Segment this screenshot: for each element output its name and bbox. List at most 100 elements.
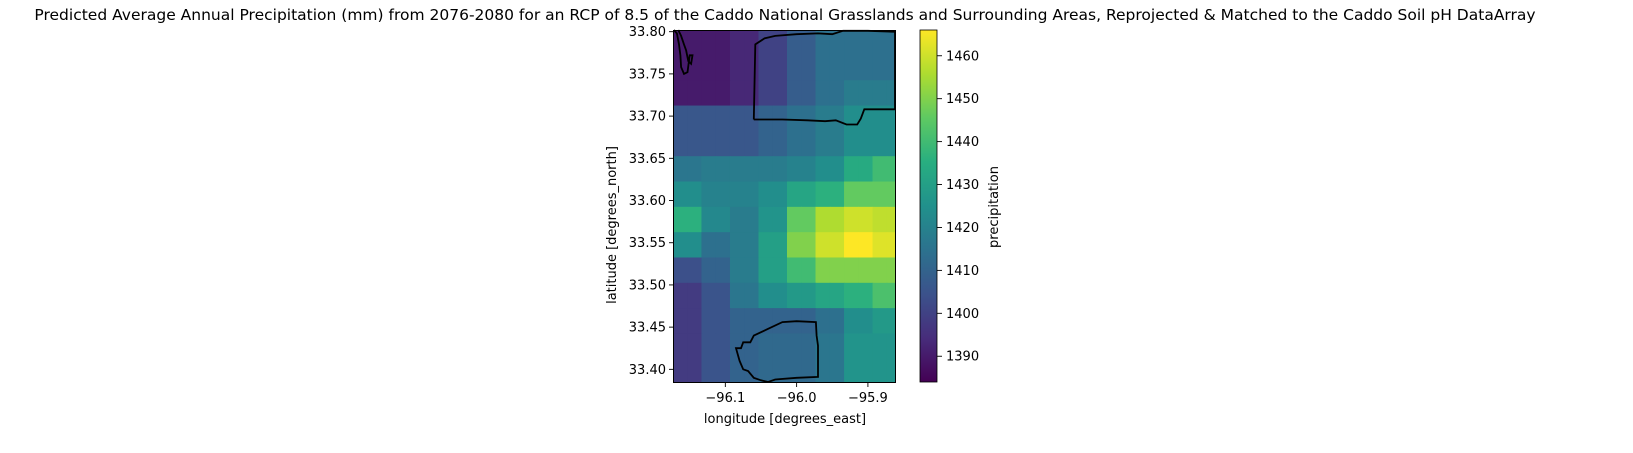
heatmap-cell <box>687 30 703 81</box>
heatmap-cell <box>715 308 731 335</box>
heatmap-cell <box>772 333 788 383</box>
heatmap-cell <box>886 282 896 309</box>
heatmap-cell <box>674 282 688 309</box>
heatmap-cell <box>844 181 859 208</box>
heatmap-cell <box>872 232 888 259</box>
heatmap-cell <box>858 206 874 233</box>
heatmap-cell <box>687 105 703 157</box>
heatmap-cell <box>701 333 717 383</box>
boundary-south-unit <box>734 320 819 383</box>
heatmap-cell <box>815 105 831 157</box>
heatmap-cell <box>886 232 896 259</box>
heatmap-cell <box>687 181 703 208</box>
colorbar-tick-label: 1440 <box>946 135 979 150</box>
heatmap-cell <box>744 282 760 309</box>
heatmap-cell <box>687 282 703 309</box>
heatmap-cell <box>715 232 731 259</box>
y-tick-label: 33.70 <box>629 110 666 125</box>
y-tick-label: 33.55 <box>629 236 666 251</box>
heatmap-cell <box>829 333 845 383</box>
heatmap-cell <box>886 105 896 157</box>
heatmap-cell <box>886 206 896 233</box>
heatmap-cell <box>858 156 874 183</box>
y-axis-label: latitude [degrees_north] <box>605 146 620 304</box>
heatmap-cell <box>858 282 874 309</box>
heatmap-cell <box>801 232 817 259</box>
heatmap-cell <box>729 333 745 383</box>
heatmap-cell <box>815 156 831 183</box>
heatmap-cell <box>729 30 745 81</box>
y-tick-label: 33.65 <box>629 152 666 167</box>
heatmap-cell <box>886 156 896 183</box>
y-tick-label: 33.40 <box>629 363 666 378</box>
heatmap-cell <box>729 156 745 183</box>
heatmap-cell <box>872 156 888 183</box>
heatmap-cell <box>744 206 760 233</box>
heatmap-cell <box>715 156 731 183</box>
heatmap-cell <box>772 80 788 107</box>
heatmap-cell <box>829 80 845 107</box>
heatmap-cell <box>701 232 717 259</box>
heatmap-cell <box>886 30 896 81</box>
heatmap-cell <box>715 181 731 208</box>
heatmap-cell <box>815 257 831 284</box>
heatmap-cell <box>744 156 760 183</box>
heatmap-cell <box>729 282 745 309</box>
colorbar-label: precipitation <box>987 166 1002 248</box>
heatmap-cell <box>872 105 888 157</box>
heatmap-cell <box>844 105 859 157</box>
heatmap-cell <box>815 308 831 335</box>
heatmap-cell <box>787 30 802 81</box>
y-axis: 33.40 33.45 33.50 33.55 33.60 33.65 33.70 33.75… <box>629 25 674 378</box>
heatmap-cell <box>844 156 859 183</box>
heatmap-cell <box>886 308 896 335</box>
heatmap-cell <box>787 282 802 309</box>
heatmap-cell <box>701 282 717 309</box>
heatmap-cell <box>829 206 845 233</box>
heatmap-cell <box>787 80 802 107</box>
heatmap-cell <box>687 232 703 259</box>
heatmap-cell <box>715 333 731 383</box>
heatmap-cell <box>829 282 845 309</box>
heatmap-cell <box>729 257 745 284</box>
heatmap-cell <box>829 257 845 284</box>
heatmap-cell <box>744 80 760 107</box>
heatmap-cell <box>872 80 888 107</box>
heatmap-cell <box>715 105 731 157</box>
heatmap-cell <box>701 308 717 335</box>
heatmap-cell <box>858 257 874 284</box>
heatmap-cell <box>687 257 703 284</box>
heatmap-cell <box>815 181 831 208</box>
heatmap-cell <box>758 282 774 309</box>
chart-title: Predicted Average Annual Precipitation (… <box>34 6 1535 24</box>
heatmap-cell <box>787 206 802 233</box>
heatmap-cell <box>758 333 774 383</box>
heatmap-cell <box>729 232 745 259</box>
heatmap-cell <box>872 206 888 233</box>
colorbar-tick-label: 1450 <box>946 92 979 107</box>
heatmap-cell <box>844 232 859 259</box>
heatmap-cell <box>801 282 817 309</box>
heatmap-cell <box>758 156 774 183</box>
y-tick-label: 33.80 <box>629 25 666 40</box>
heatmap-cell <box>758 257 774 284</box>
heatmap-cell <box>772 156 788 183</box>
heatmap-cell <box>674 308 688 335</box>
heatmap-cell <box>787 232 802 259</box>
heatmap-cell <box>674 232 688 259</box>
heatmap-cell <box>829 105 845 157</box>
heatmap-cell <box>858 80 874 107</box>
heatmap-cell <box>772 105 788 157</box>
heatmap-cell <box>787 156 802 183</box>
heatmap-cell <box>687 156 703 183</box>
heatmap-cell <box>815 282 831 309</box>
heatmap-cell <box>844 257 859 284</box>
heatmap-cell <box>758 206 774 233</box>
colorbar-tick-label: 1390 <box>946 350 979 365</box>
heatmap-cell <box>787 257 802 284</box>
heatmap-cell <box>787 181 802 208</box>
heatmap-cell <box>715 206 731 233</box>
x-axis: −96.1 −96.0 −95.9 <box>705 382 888 406</box>
heatmap-cell <box>687 308 703 335</box>
heatmap-cell <box>758 105 774 157</box>
